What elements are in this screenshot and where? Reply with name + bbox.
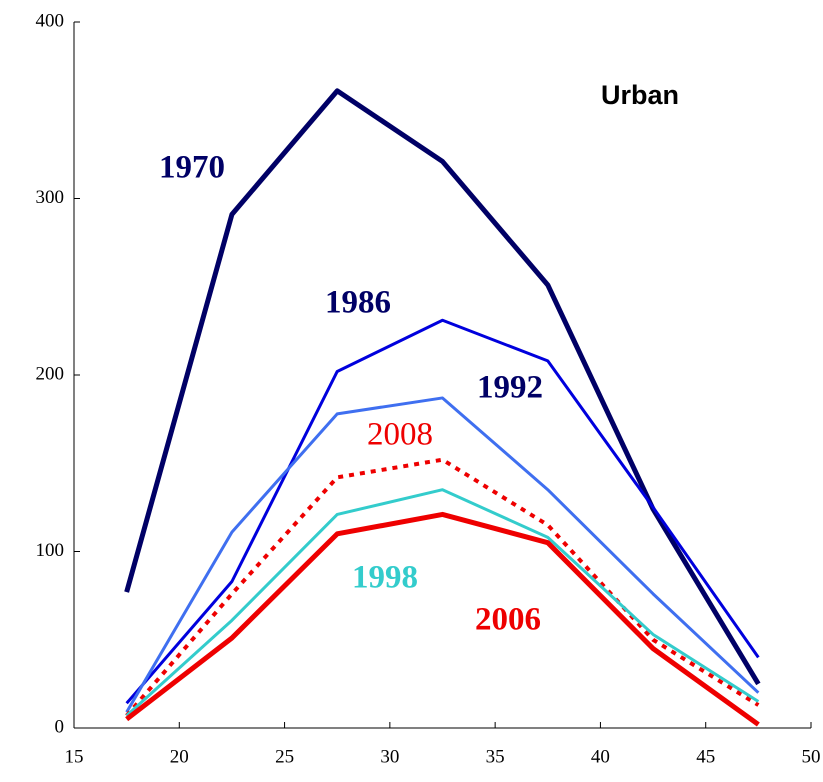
series-label: 1998: [352, 560, 418, 596]
series-line: [125, 457, 760, 717]
series-line: [125, 396, 760, 713]
y-tick-label: 0: [55, 716, 65, 737]
series-label: 2008: [367, 417, 433, 453]
x-tick-label: 25: [275, 746, 294, 767]
series-label: 1986: [325, 285, 391, 321]
series-line: [125, 511, 760, 727]
series-label: 2006: [475, 602, 541, 638]
x-tick-label: 30: [380, 746, 399, 767]
annotation: Urban: [601, 80, 679, 110]
x-tick-label: 50: [802, 746, 821, 767]
y-tick-label: 200: [36, 363, 65, 384]
y-tick-label: 100: [36, 540, 65, 561]
x-tick-label: 35: [486, 746, 505, 767]
x-tick-label: 45: [696, 746, 715, 767]
y-tick-label: 400: [36, 10, 65, 31]
x-tick-label: 20: [170, 746, 189, 767]
series-label: 1970: [159, 150, 225, 186]
series-line: [125, 318, 760, 705]
series-line: [125, 488, 760, 717]
series-label: 1992: [477, 370, 543, 406]
y-tick-label: 300: [36, 187, 65, 208]
x-tick-label: 15: [65, 746, 84, 767]
x-tick-label: 40: [591, 746, 610, 767]
